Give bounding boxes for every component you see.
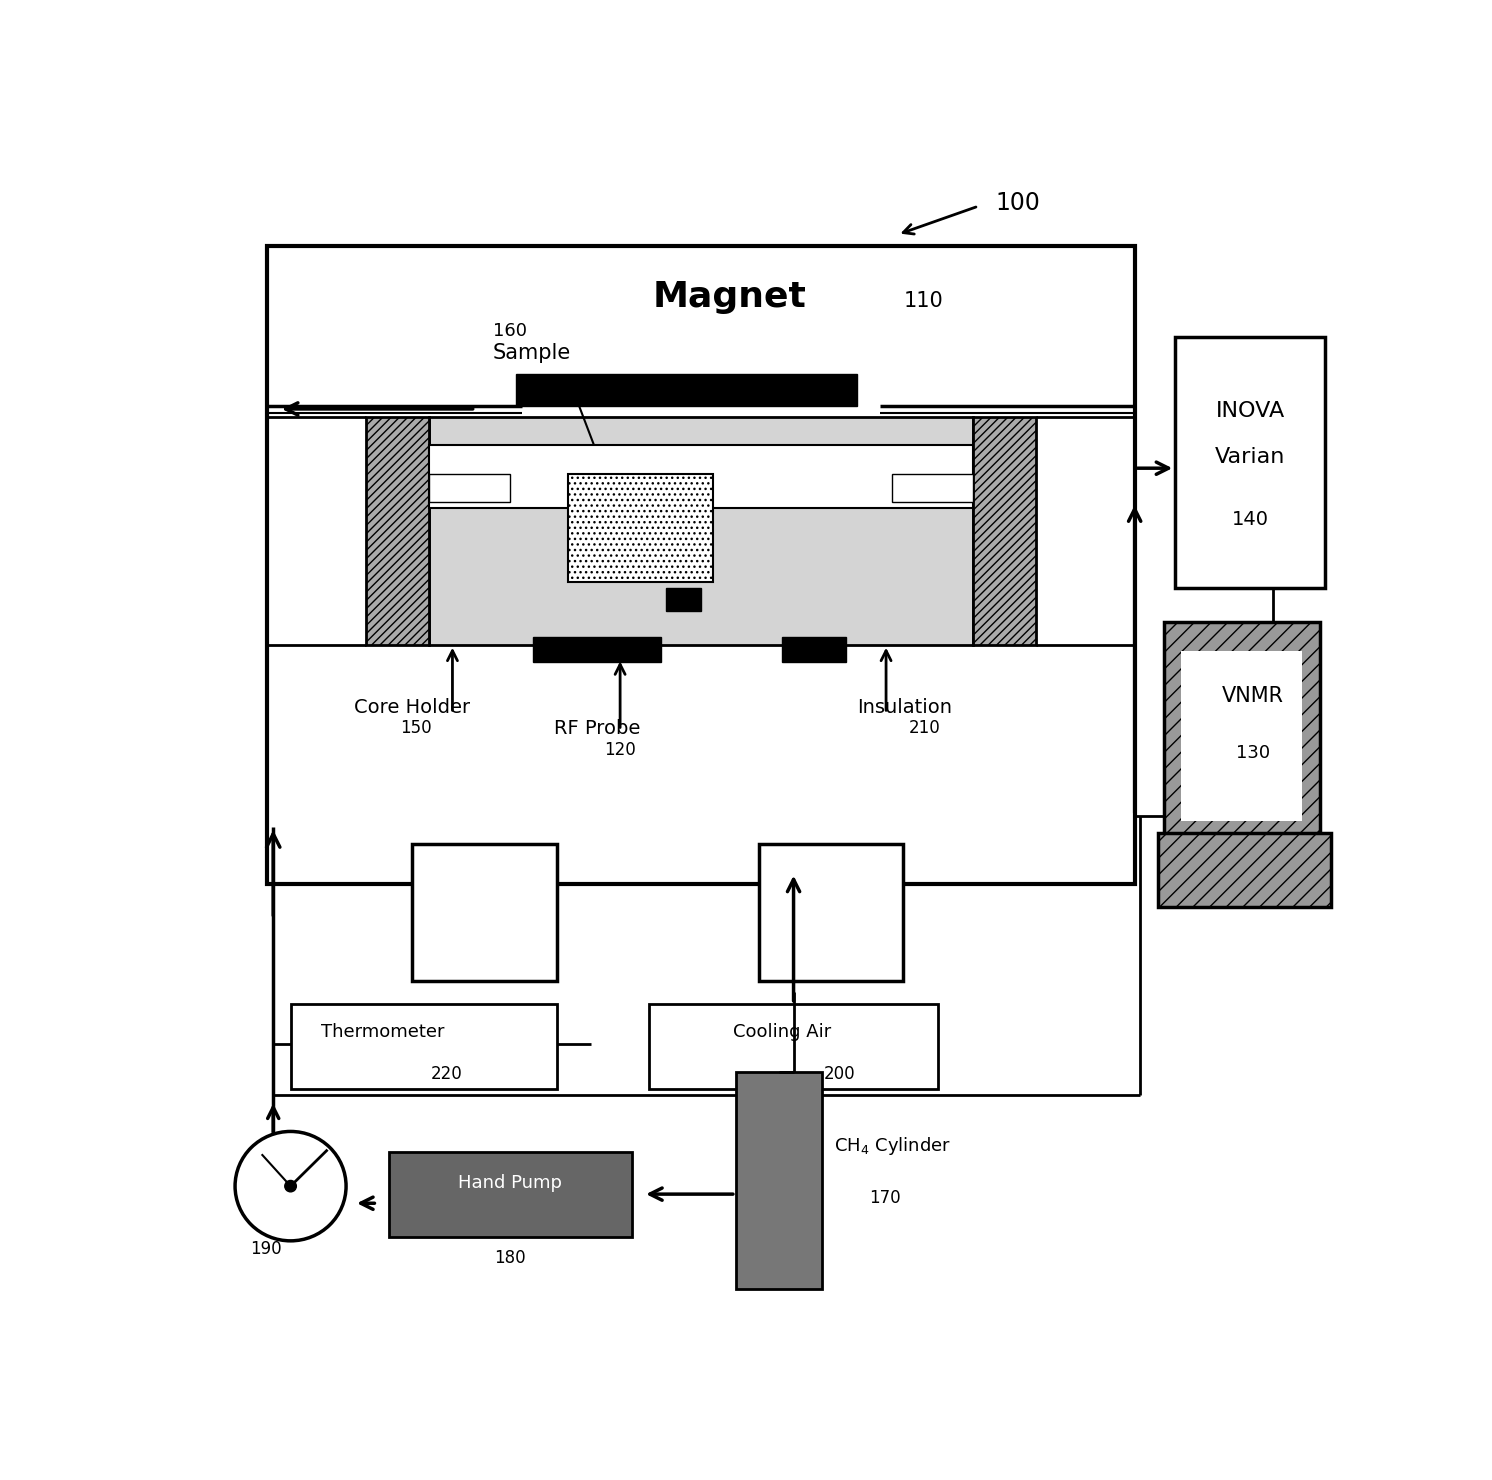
Bar — [1176, 337, 1325, 588]
Bar — [430, 474, 510, 502]
Bar — [736, 1072, 822, 1289]
Bar — [534, 636, 661, 662]
Text: 190: 190 — [251, 1240, 282, 1258]
Text: INOVA: INOVA — [1216, 401, 1285, 422]
Text: CH$_4$ Cylinder: CH$_4$ Cylinder — [834, 1135, 950, 1157]
Bar — [649, 1003, 938, 1089]
Text: Cooling Air: Cooling Air — [733, 1023, 831, 1042]
Text: Sample: Sample — [492, 343, 571, 363]
Text: 100: 100 — [997, 191, 1041, 215]
Bar — [430, 417, 973, 645]
Text: 150: 150 — [400, 719, 433, 737]
Bar — [366, 417, 430, 645]
Text: 180: 180 — [494, 1249, 527, 1267]
Bar — [516, 373, 856, 406]
Text: Core Holder: Core Holder — [354, 699, 470, 716]
Text: 130: 130 — [1237, 744, 1270, 762]
Text: 160: 160 — [492, 323, 527, 340]
Text: RF Probe: RF Probe — [554, 718, 640, 737]
Text: 170: 170 — [868, 1188, 900, 1206]
Bar — [1182, 651, 1303, 821]
Text: 210: 210 — [909, 719, 941, 737]
Bar — [1164, 622, 1319, 839]
Bar — [667, 588, 701, 611]
Text: Hand Pump: Hand Pump — [458, 1174, 562, 1191]
Text: VNMR: VNMR — [1222, 687, 1285, 706]
Bar — [1158, 833, 1331, 907]
Bar — [782, 636, 846, 662]
Circle shape — [285, 1181, 297, 1191]
Text: Insulation: Insulation — [856, 699, 952, 716]
Text: 110: 110 — [903, 290, 943, 311]
Bar — [892, 474, 973, 502]
Bar — [568, 474, 713, 582]
Bar — [267, 246, 1134, 884]
Text: 200: 200 — [824, 1066, 855, 1083]
Circle shape — [236, 1131, 346, 1240]
Bar — [291, 1003, 557, 1089]
Text: 120: 120 — [604, 740, 636, 759]
Text: 140: 140 — [1232, 511, 1268, 528]
Bar — [430, 445, 973, 508]
Bar — [759, 844, 903, 981]
Bar — [389, 1151, 631, 1237]
Text: 220: 220 — [431, 1066, 463, 1083]
Text: Magnet: Magnet — [653, 280, 807, 314]
Bar — [412, 844, 557, 981]
Text: Thermometer: Thermometer — [321, 1023, 445, 1042]
Text: Varian: Varian — [1214, 447, 1286, 466]
Bar — [973, 417, 1037, 645]
